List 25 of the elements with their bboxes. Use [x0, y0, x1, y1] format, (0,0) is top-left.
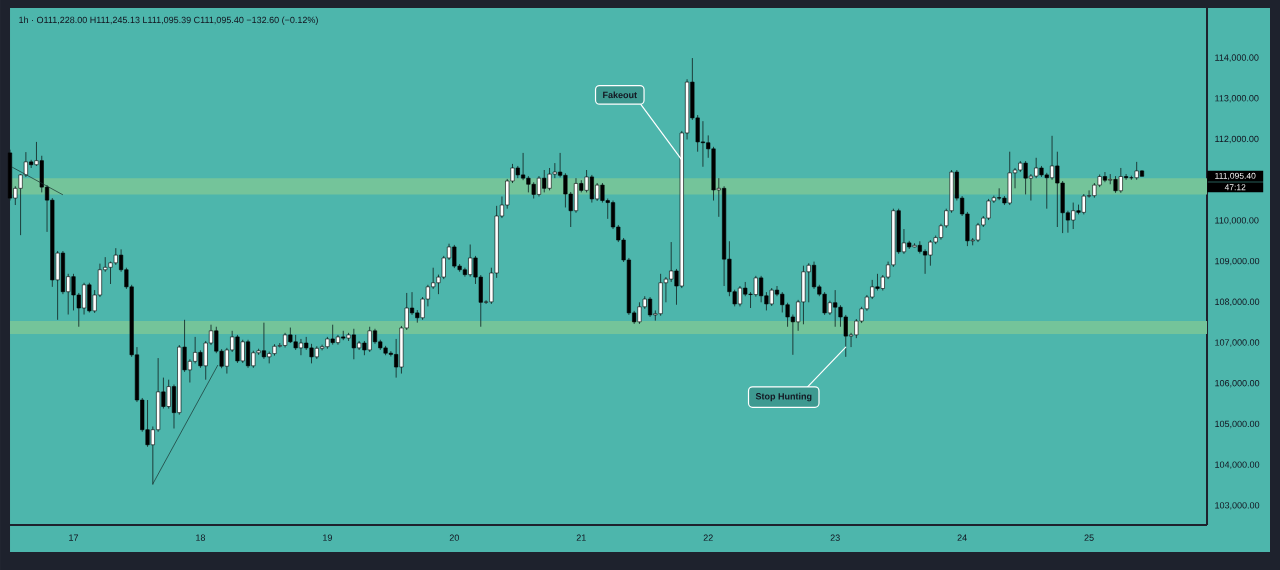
- y-tick-label: 113,000.00: [1215, 95, 1259, 103]
- annotation: Stop Hunting: [755, 392, 812, 402]
- x-tick-label: 25: [1084, 534, 1094, 541]
- text: 111,095.40: [1215, 172, 1256, 180]
- text: 1h · O111,228.00 H111,245.13 L111,095.39 C111,095.40 −132.60 (−0.12%): [19, 16, 318, 25]
- x-tick-label: 21: [576, 534, 586, 541]
- x-tick-label: 18: [196, 534, 206, 541]
- y-tick-label: 107,000.00: [1215, 339, 1260, 347]
- y-tick-label: 104,000.00: [1215, 461, 1260, 469]
- y-tick-label: 103,000.00: [1215, 502, 1260, 510]
- y-tick-label: 106,000.00: [1215, 380, 1260, 388]
- y-tick-label: 114,000.00: [1215, 54, 1259, 62]
- y-tick-label: 105,000.00: [1215, 420, 1260, 429]
- y-tick-label: 110,000.00: [1215, 217, 1259, 225]
- y-tick-label: 109,000.00: [1215, 257, 1260, 266]
- x-tick-label: 24: [957, 534, 967, 541]
- y-tick-label: 108,000.00: [1215, 298, 1260, 307]
- y-tick-label: 112,000.00: [1215, 135, 1259, 144]
- text: 47:12: [1224, 184, 1246, 191]
- x-tick-label: 20: [449, 534, 459, 541]
- x-tick-label: 23: [830, 534, 840, 541]
- annotation: Fakeout: [603, 91, 637, 99]
- x-tick-label: 17: [69, 534, 79, 541]
- x-tick-label: 22: [703, 534, 713, 541]
- x-tick-label: 19: [323, 534, 332, 541]
